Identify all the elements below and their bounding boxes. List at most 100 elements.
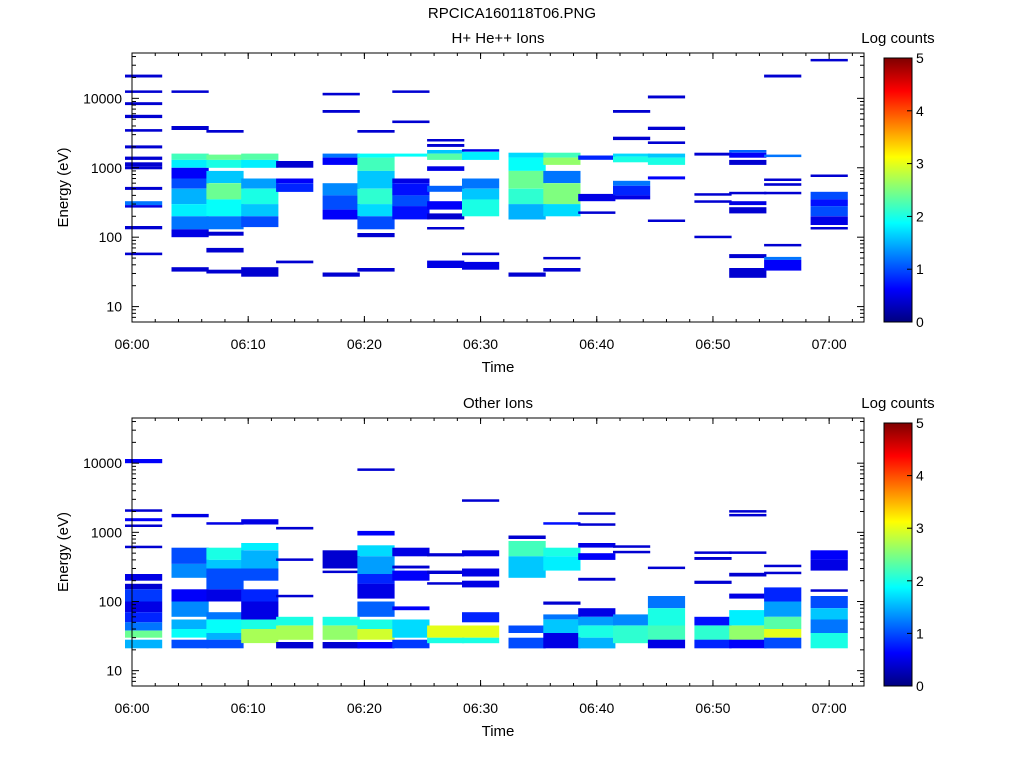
heatmap-cell [613,185,651,196]
heatmap-cell [427,144,465,147]
heatmap-cell [206,269,244,274]
heatmap-cells [125,459,848,649]
heatmap-cell [322,550,360,569]
heatmap-cell [810,216,848,225]
x-tick-label: 06:20 [347,700,382,716]
heatmap-cell [125,622,163,631]
y-tick-label: 10 [106,663,122,679]
heatmap-cell [357,642,395,649]
heatmap-cell [694,193,732,196]
heatmap-cell [125,589,163,602]
heatmap-cell [357,157,395,171]
x-axis-label: Time [482,359,515,376]
heatmap-cell [171,229,209,238]
colorbar-tick-label: 2 [916,208,924,224]
heatmap-cell [276,642,314,649]
heatmap-cell [729,254,767,259]
heatmap-cell [543,256,581,260]
heatmap-cell [578,523,616,526]
heatmap-cell [427,153,465,160]
colorbar-tick-label: 1 [916,261,924,277]
chart-title: H+ He++ Ions [452,30,545,47]
heatmap-cell [206,199,244,217]
heatmap-cell [613,110,651,113]
heatmap-cell [357,545,395,557]
heatmap-cell [125,129,163,132]
heatmap-cell [729,152,767,158]
y-tick-label: 100 [99,229,123,245]
heatmap-cell [729,572,767,577]
heatmap-cell [764,564,802,568]
x-axis-label: Time [482,723,515,740]
heatmap-cell [462,261,500,270]
heatmap-cell [764,629,802,638]
heatmap-cell [462,568,500,577]
heatmap-cell [694,235,732,239]
heatmap-cell [613,625,651,644]
heatmap-cell [729,551,767,554]
heatmap-cell [810,608,848,620]
heatmap-cell [462,550,500,557]
heatmap-cell [125,90,163,93]
x-tick-label: 06:30 [463,336,498,352]
heatmap-cell [647,219,686,222]
colorbar-tick-label: 5 [916,50,924,66]
heatmap-cell [729,268,767,278]
heatmap-cell [508,152,546,158]
heatmap-cell [578,193,616,202]
heatmap-cell [647,566,686,570]
heatmap-cell [241,629,279,644]
heatmap-cell [125,639,163,649]
heatmap-cell [729,625,767,640]
heatmap-cell [322,570,360,574]
colorbar-tick-label: 0 [916,678,924,694]
heatmap-cell [357,268,395,272]
heatmap-cell [613,545,651,548]
y-tick-label: 10000 [83,455,122,471]
heatmap-cell [241,601,279,620]
heatmap-cell [392,606,430,611]
heatmap-cell [276,616,314,626]
heatmap-cell [392,619,430,638]
heatmap-cell [508,170,546,189]
heatmap-cell [462,151,500,160]
colorbar-label: Log counts [861,30,934,47]
heatmap-cell [427,185,465,192]
y-tick-label: 100 [99,593,123,609]
heatmap-cell [578,577,616,581]
heatmap-cell [357,583,395,599]
heatmap-cell [694,580,732,584]
heatmap-cell [206,247,244,253]
heatmap-cell [729,150,767,153]
heatmap-cell [462,149,500,152]
heatmap-cell [171,188,209,205]
x-tick-label: 07:00 [812,336,847,352]
heatmap-cell [543,633,581,649]
x-tick-label: 06:50 [695,336,730,352]
axes-frame [131,417,865,687]
heatmap-cell [125,630,163,638]
heatmap-cell [357,574,395,584]
heatmap-cell [647,95,686,99]
heatmap-cell [206,612,244,620]
axes-frame [131,52,865,323]
heatmap-cell [647,596,686,609]
heatmap-cell [171,267,209,272]
heatmap-cells [125,58,848,278]
x-tick-label: 06:20 [347,336,382,352]
heatmap-cell [578,637,616,649]
figure-title: RPCICA160118T06.PNG [427,5,597,22]
heatmap-cell [508,188,546,205]
heatmap-cell [357,601,395,617]
heatmap-cell [578,608,616,617]
heatmap-cell [543,152,581,158]
heatmap-cell [206,183,244,200]
heatmap-cell [543,204,581,217]
heatmap-cell [764,183,802,186]
heatmap-cell [392,639,430,649]
heatmap-cell [543,522,581,525]
heatmap-cell [764,256,802,260]
heatmap-cell [764,601,802,617]
heatmap-cell [427,213,465,220]
